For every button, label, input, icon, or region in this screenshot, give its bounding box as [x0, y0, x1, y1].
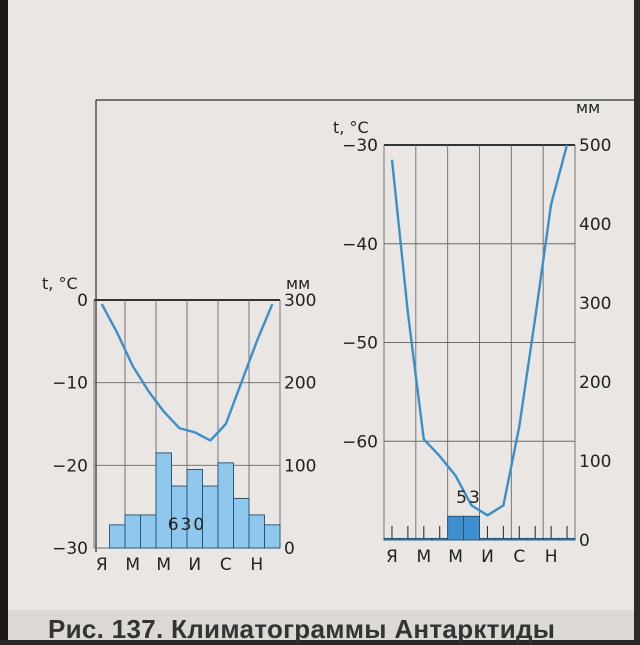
left-temp-axis-title: t, °C — [42, 274, 78, 293]
right-climatogram: t, °C мм −30 −40 −50 −60 500 400 300 200 100 0 Я… — [333, 98, 611, 567]
right-precip-bar-12 — [558, 537, 576, 541]
right-precip-tick-5: 0 — [579, 531, 590, 551]
right-precip-bar-9 — [510, 537, 528, 541]
figure-caption: Рис. 137. Климатограммы Антарктиды — [48, 614, 556, 644]
left-month-3: И — [188, 555, 201, 575]
left-month-4: С — [220, 555, 232, 575]
left-precip-bar-7 — [186, 469, 203, 549]
right-temp-tick-3: −60 — [342, 432, 378, 452]
left-precip-bar-12 — [264, 524, 281, 549]
page-frame — [95, 99, 634, 552]
left-precip-axis-title: мм — [286, 274, 310, 293]
right-precip-bar-7 — [479, 537, 496, 541]
right-temp-ticks: −30 −40 −50 −60 — [342, 136, 378, 452]
left-precip-tick-0: 300 — [284, 291, 316, 311]
right-precip-tick-3: 200 — [579, 373, 611, 393]
right-precip-bar-1 — [383, 537, 401, 541]
left-precip-bar-3 — [124, 514, 141, 549]
right-precip-bar-5 — [447, 515, 465, 541]
left-month-2: М — [156, 555, 171, 575]
right-precip-bar-6 — [463, 515, 480, 541]
right-month-0: Я — [386, 547, 398, 567]
left-temp-tick-0: 0 — [77, 291, 88, 311]
right-temp-curve — [390, 144, 569, 517]
left-temp-curve — [100, 303, 274, 442]
right-temp-axis-title: t, °C — [333, 118, 369, 137]
left-temp-line — [100, 303, 274, 442]
right-precip-bar-10 — [526, 537, 544, 541]
right-edge-shadow — [634, 0, 640, 640]
right-month-4: С — [513, 547, 525, 567]
right-month-2: М — [448, 547, 463, 567]
left-precip-bar-10 — [233, 497, 250, 549]
right-precip-tick-0: 500 — [579, 136, 611, 156]
right-month-3: И — [481, 547, 494, 567]
left-temp-tick-2: −20 — [52, 456, 88, 476]
page — [8, 0, 634, 610]
right-month-5: Н — [545, 547, 558, 567]
right-precip-tick-2: 300 — [579, 294, 611, 314]
left-annual-precip: 630 — [168, 515, 206, 535]
right-grid — [383, 144, 576, 540]
right-precip-ticks: 500 400 300 200 100 0 — [579, 136, 611, 551]
left-month-0: Я — [96, 555, 108, 575]
right-temp-tick-2: −50 — [342, 334, 378, 354]
left-precip-bar-11 — [248, 514, 265, 549]
right-month-1: М — [416, 547, 431, 567]
right-precip-bar-3 — [415, 537, 433, 541]
right-precip-bar-8 — [494, 537, 512, 541]
left-temp-tick-3: −30 — [52, 539, 88, 559]
left-temp-ticks: 0 −10 −20 −30 — [52, 291, 88, 559]
left-precip-bars — [109, 452, 281, 549]
right-precip-tick-4: 100 — [579, 452, 611, 472]
right-precip-bar-4 — [431, 537, 449, 541]
left-precip-bar-9 — [217, 462, 234, 549]
right-precip-tick-1: 400 — [579, 215, 611, 235]
right-precip-bar-2 — [399, 537, 417, 541]
right-temp-tick-0: −30 — [342, 136, 378, 156]
left-precip-tick-2: 100 — [284, 456, 316, 476]
left-precip-ticks: 300 200 100 0 — [284, 291, 316, 559]
left-precip-bar-4 — [140, 514, 157, 549]
right-precip-axis-title: мм — [576, 98, 600, 117]
right-annual-precip: 53 — [456, 488, 482, 508]
left-month-1: М — [125, 555, 140, 575]
left-precip-tick-3: 0 — [284, 539, 295, 559]
right-temp-tick-1: −40 — [342, 235, 378, 255]
left-precip-bar-2 — [109, 524, 126, 549]
left-precip-tick-1: 200 — [284, 374, 316, 394]
left-edge-shadow — [0, 0, 8, 640]
left-temp-tick-1: −10 — [52, 374, 88, 394]
right-precip-bars — [383, 515, 576, 541]
right-temp-line — [390, 144, 569, 517]
left-month-5: Н — [250, 555, 263, 575]
right-precip-bar-11 — [542, 537, 560, 541]
